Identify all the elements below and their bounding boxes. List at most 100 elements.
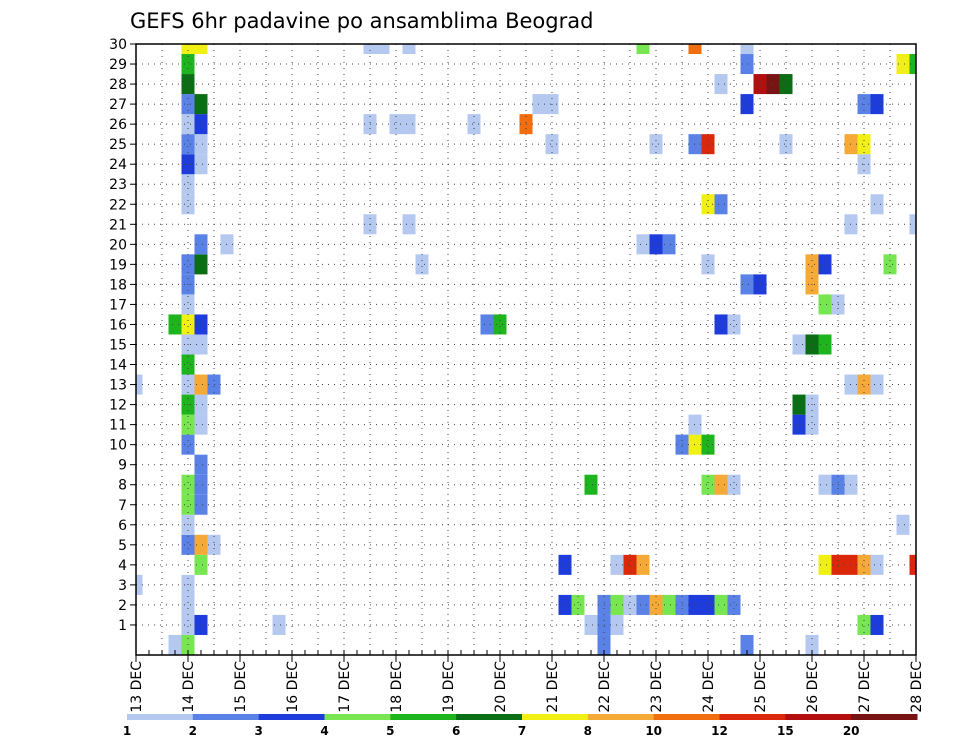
heatmap-cell — [181, 294, 195, 315]
x-tick-label: 22 DEC — [597, 661, 613, 713]
heatmap-cell — [857, 554, 871, 575]
y-tick-label: 20 — [109, 237, 127, 253]
heatmap-cell — [402, 214, 416, 235]
heatmap-cell — [584, 614, 598, 635]
x-tick-label: 15 DEC — [233, 661, 249, 713]
legend-swatch — [851, 714, 918, 720]
heatmap-cell — [571, 594, 585, 615]
y-tick-label: 30 — [109, 37, 127, 53]
legend-label: 1 — [123, 724, 131, 738]
y-tick-label: 19 — [109, 257, 127, 273]
heatmap-cell — [792, 414, 806, 435]
legend-label: 10 — [645, 724, 662, 738]
heatmap-cell — [818, 554, 832, 575]
heatmap-cell — [636, 44, 650, 55]
legend-swatch — [390, 714, 457, 720]
legend-label: 12 — [711, 724, 728, 738]
heatmap-cell — [194, 494, 208, 515]
y-tick-label: 16 — [109, 317, 127, 333]
heatmap-cell — [181, 434, 195, 455]
heatmap-cell — [181, 54, 195, 75]
heatmap-cell — [649, 134, 663, 155]
legend-swatch — [587, 714, 655, 720]
y-tick-label: 11 — [109, 418, 127, 434]
heatmap-cell — [402, 114, 416, 135]
heatmap-cell — [701, 594, 715, 615]
heatmap-cell — [272, 614, 286, 635]
x-tick-label: 19 DEC — [441, 661, 457, 713]
heatmap-cell — [194, 554, 208, 575]
legend-label: 2 — [189, 724, 197, 738]
y-tick-label: 25 — [109, 137, 127, 153]
heatmap-cell — [662, 234, 676, 255]
heatmap-cell — [181, 194, 195, 215]
x-tick-label: 26 DEC — [805, 661, 821, 713]
heatmap-cell — [857, 374, 871, 395]
heatmap-cell — [701, 434, 715, 455]
heatmap-cell — [870, 554, 884, 575]
y-axis: 1234567891011121314151617181920212223242… — [109, 37, 136, 634]
x-tick-label: 21 DEC — [545, 661, 561, 713]
heatmap-cell — [883, 254, 897, 275]
y-tick-label: 27 — [109, 97, 127, 113]
legend-swatch — [127, 714, 194, 720]
heatmap-cell — [194, 534, 208, 555]
heatmap-cell — [714, 194, 728, 215]
x-tick-label: 16 DEC — [285, 661, 301, 713]
heatmap-cell — [181, 254, 195, 275]
y-tick-label: 2 — [118, 598, 127, 614]
heatmap-cell — [194, 44, 208, 55]
heatmap-cell — [740, 634, 754, 655]
heatmap-cell — [480, 314, 494, 335]
heatmap-cell — [701, 194, 715, 215]
heatmap-cell — [792, 334, 806, 355]
y-tick-label: 12 — [109, 398, 127, 414]
heatmap-cell — [194, 394, 208, 415]
heatmap-cell — [402, 44, 416, 55]
x-tick-label: 20 DEC — [493, 661, 509, 713]
legend-label: 20 — [843, 724, 860, 738]
heatmap-cell — [194, 614, 208, 635]
legend-swatch — [324, 714, 391, 720]
heatmap-cell — [714, 74, 728, 95]
heatmap-cell — [181, 594, 195, 615]
heatmap-cell — [194, 134, 208, 155]
heatmap-cell — [805, 254, 819, 275]
y-tick-label: 26 — [109, 117, 127, 133]
legend-label: 3 — [254, 724, 262, 738]
heatmap-cell — [649, 234, 663, 255]
y-tick-label: 28 — [109, 77, 127, 93]
legend-label: 7 — [518, 724, 526, 738]
heatmap-cell — [727, 594, 741, 615]
heatmap-cell — [818, 334, 832, 355]
legend-swatch — [456, 714, 523, 720]
heatmap-cell — [194, 474, 208, 495]
heatmap-cell — [870, 94, 884, 115]
heatmap-cell — [649, 594, 663, 615]
heatmap-cell — [545, 134, 559, 155]
x-axis: 13 DEC 14 DEC 15 DEC 16 DEC 17 DEC 18 DEC 19 D… — [129, 650, 925, 713]
heatmap-cell — [909, 54, 916, 75]
heatmap-cell — [181, 354, 195, 375]
y-tick-label: 3 — [118, 578, 127, 594]
heatmap-cell — [870, 374, 884, 395]
heatmap-cell — [779, 74, 793, 95]
color-legend: 1 2 3 4 5 6 7 8 10 12 15 20 — [123, 714, 918, 738]
y-tick-label: 22 — [109, 197, 127, 213]
heatmap-cell — [584, 474, 598, 495]
heatmap-cell — [636, 594, 650, 615]
heatmap-cell — [194, 234, 208, 255]
x-tick-label: 25 DEC — [753, 661, 769, 713]
heatmap-cell — [740, 274, 754, 295]
heatmap-cell — [467, 114, 481, 135]
y-tick-label: 18 — [109, 277, 127, 293]
heatmap-cell — [727, 314, 741, 335]
heatmap-cell — [136, 374, 143, 395]
heatmap-cell — [168, 634, 182, 655]
x-tick-label: 14 DEC — [181, 661, 197, 713]
heatmap-cell — [181, 534, 195, 555]
heatmap-cell — [727, 474, 741, 495]
heatmap-cell — [740, 54, 754, 75]
y-tick-label: 24 — [109, 157, 127, 173]
